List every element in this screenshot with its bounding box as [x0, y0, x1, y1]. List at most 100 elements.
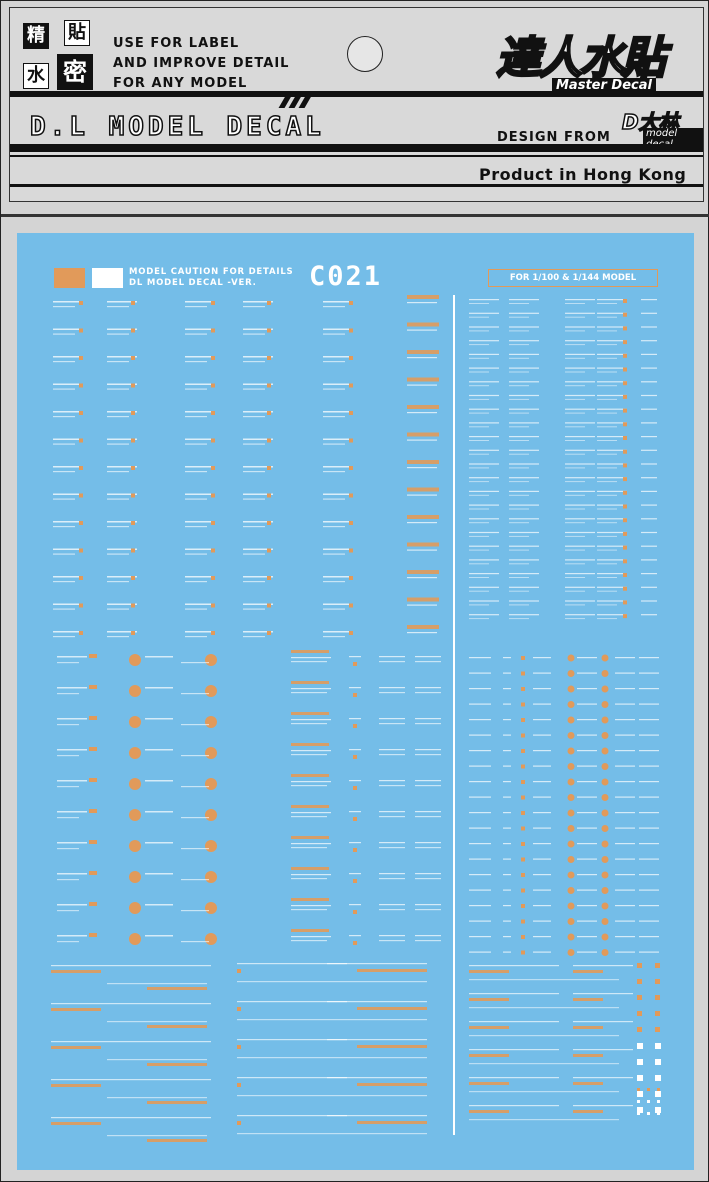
decal-mark	[533, 657, 551, 659]
decal-caution-strip	[291, 929, 329, 932]
decal-mark	[469, 1021, 559, 1023]
decal-mark	[243, 521, 273, 523]
decal-mark	[509, 604, 529, 606]
decal-caution-strip	[407, 570, 439, 574]
decal-mark	[623, 586, 627, 591]
decal-mark	[567, 778, 575, 786]
decal-mark	[469, 504, 499, 506]
decal-mark	[185, 301, 215, 303]
decal-mark	[53, 416, 75, 418]
decal-mark	[243, 361, 265, 363]
decal-mark	[509, 518, 539, 520]
decal-mark	[597, 449, 627, 451]
decal-mark	[323, 581, 345, 583]
decal-mark	[243, 416, 265, 418]
decal-mark	[597, 559, 627, 561]
decal-mark	[407, 384, 437, 386]
decal-mark	[565, 490, 595, 492]
decal-mark	[565, 494, 585, 496]
decal-mark	[53, 361, 75, 363]
decal-mark	[469, 858, 491, 860]
decal-mark	[655, 1043, 661, 1049]
decal-mark	[323, 306, 345, 308]
decal-mark	[509, 340, 539, 342]
decal-mark	[469, 590, 489, 592]
decal-mark	[407, 494, 437, 496]
decal-mark	[407, 412, 437, 414]
decal-mark	[185, 636, 207, 638]
decal-mark	[567, 763, 575, 770]
decal-mark	[243, 411, 273, 413]
decal-mark	[53, 383, 83, 385]
decal-mark	[601, 902, 609, 910]
decal-mark	[623, 531, 627, 536]
decal-mark	[267, 356, 271, 360]
decal-mark	[601, 856, 609, 863]
decal-mark	[237, 1001, 347, 1003]
decal-mark	[601, 871, 609, 879]
decal-mark	[601, 763, 609, 770]
decal-mark	[639, 951, 659, 953]
decal-mark	[565, 508, 585, 510]
decal-mark	[291, 936, 331, 938]
decal-mark	[509, 477, 539, 479]
decal-mark	[509, 535, 529, 537]
decal-mark	[565, 340, 595, 342]
decal-mark	[509, 316, 529, 318]
decal-mark	[57, 718, 87, 720]
decal-mark	[237, 1007, 241, 1011]
decal-mark	[509, 326, 539, 328]
decal-mark	[469, 1007, 619, 1009]
decal-mark	[577, 905, 597, 907]
decal-mark	[623, 367, 627, 372]
decal-mark	[407, 302, 437, 304]
decal-mark	[601, 794, 609, 801]
decal-mark	[655, 1091, 661, 1097]
decal-mark	[185, 608, 207, 610]
decal-mark	[211, 466, 215, 470]
decal-mark	[469, 563, 489, 565]
decal-mark	[565, 590, 585, 592]
decal-mark	[577, 765, 597, 767]
decal-mark	[615, 936, 635, 938]
decal-mark	[657, 1100, 660, 1103]
decal-mark	[469, 545, 499, 547]
decal-hazard-circle	[205, 933, 217, 945]
decal-mark	[53, 521, 83, 523]
decal-mark	[145, 842, 173, 844]
decal-caution-strip	[407, 460, 439, 464]
decal-mark	[655, 1059, 661, 1065]
sheet-title-line-1: MODEL CAUTION FOR DETAILS	[129, 267, 294, 277]
decal-mark	[577, 843, 597, 845]
decal-mark	[533, 688, 551, 690]
decal-mark	[597, 426, 617, 428]
decal-mark	[597, 422, 627, 424]
decal-mark	[637, 1011, 642, 1016]
decal-mark	[641, 340, 657, 342]
decal-caution-strip	[407, 322, 439, 327]
decal-mark	[637, 1043, 643, 1049]
decal-mark	[237, 1057, 427, 1059]
decal-mark	[577, 951, 597, 953]
decal-mark	[509, 371, 529, 373]
decal-mark	[89, 654, 97, 658]
decal-mark	[379, 780, 405, 782]
decal-mark	[533, 812, 551, 814]
header-stripe-mid	[10, 144, 703, 152]
package-header: 精 貼 水 密 USE FOR LABEL AND IMPROVE DETAIL…	[9, 7, 704, 202]
decal-mark	[291, 688, 331, 690]
decal-mark	[349, 656, 361, 658]
decal-mark	[415, 780, 441, 782]
decal-mark	[185, 361, 207, 363]
decal-mark	[567, 732, 575, 739]
decal-mark	[615, 874, 635, 876]
decal-mark	[211, 438, 215, 443]
decal-mark	[623, 353, 627, 358]
decal-mark	[641, 299, 657, 301]
decal-mark	[89, 685, 97, 689]
decal-mark	[647, 1088, 650, 1091]
decal-mark	[503, 874, 511, 876]
decal-mark	[107, 498, 129, 500]
decal-mark	[53, 548, 83, 550]
decal-caution-strip	[407, 295, 439, 299]
